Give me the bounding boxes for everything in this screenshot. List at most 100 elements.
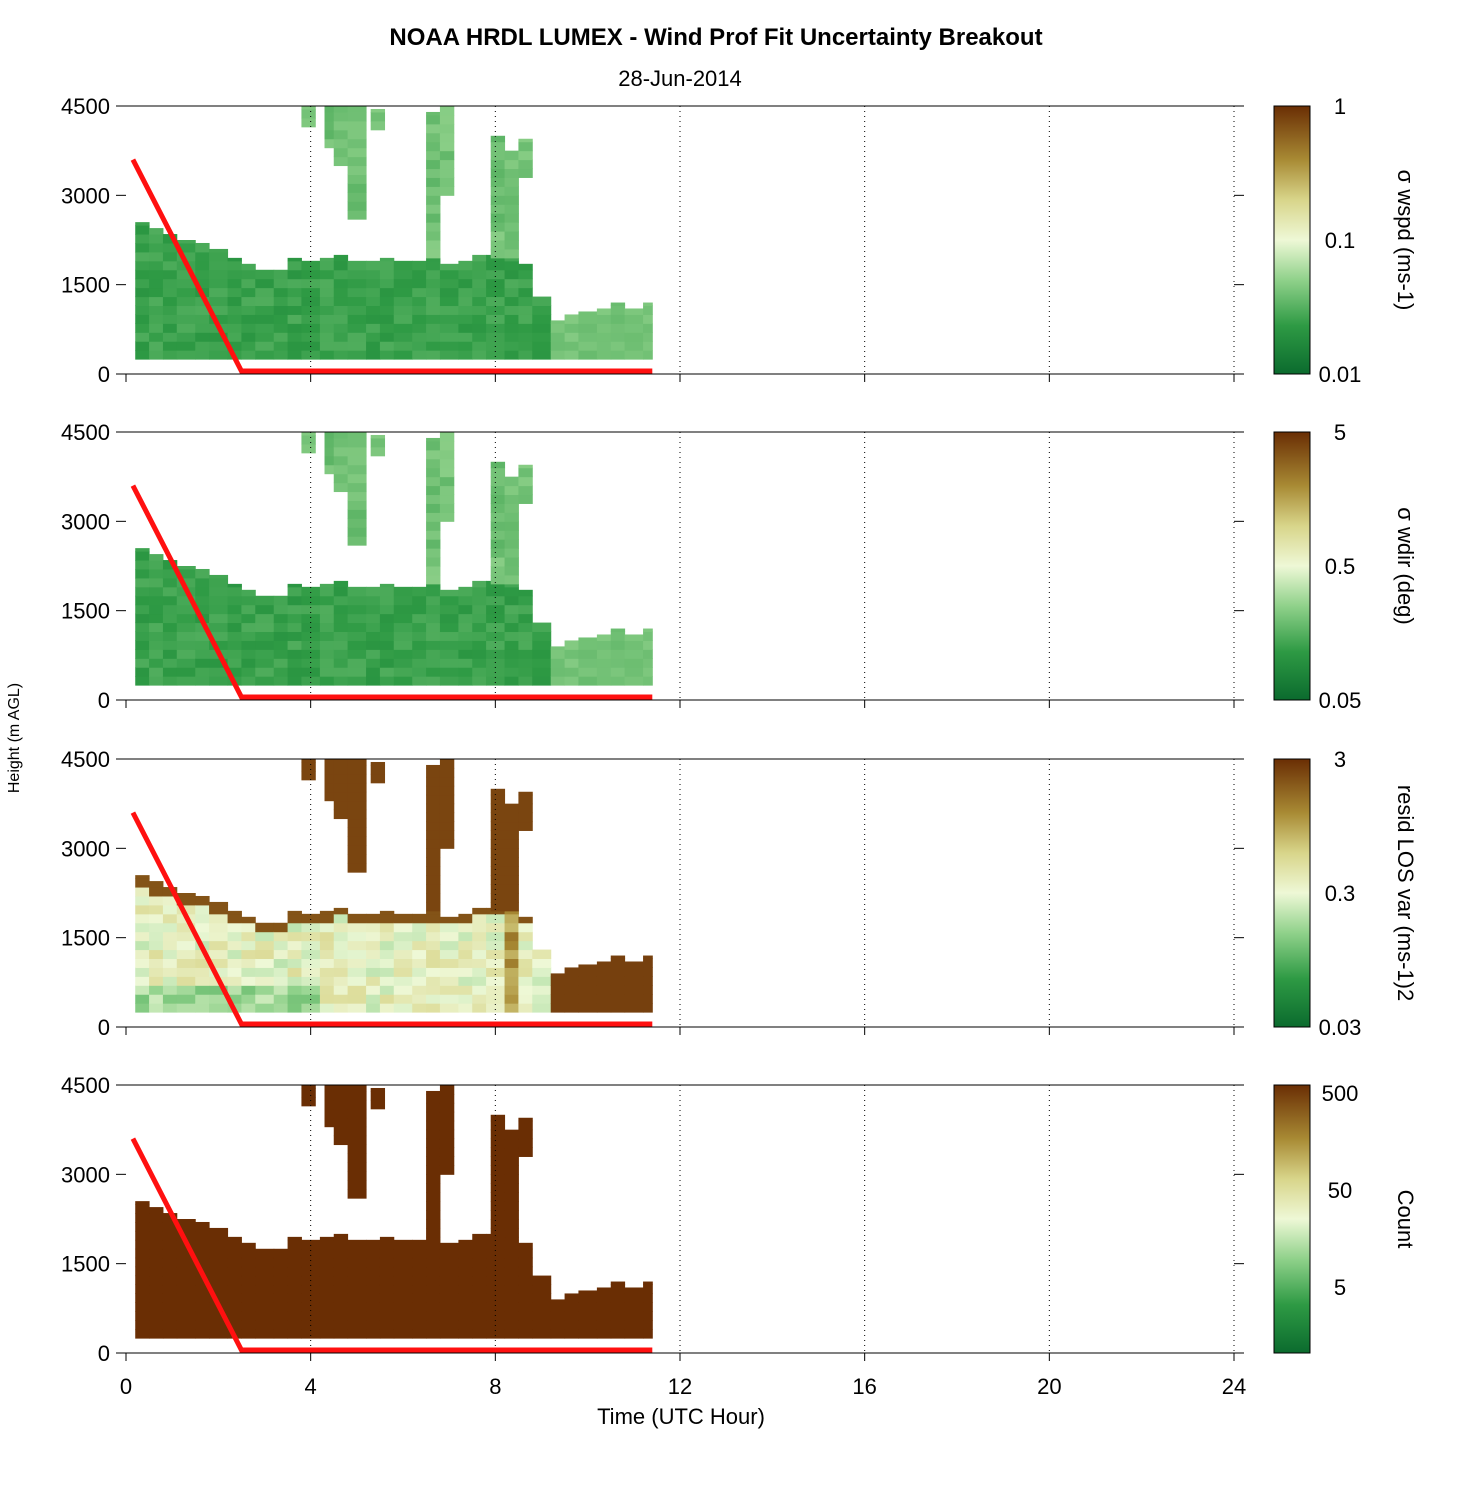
heatmap-cell [490,168,506,178]
heatmap-cell [426,776,441,787]
heatmap-cell [532,1293,552,1303]
heatmap-cell [504,159,519,170]
heatmap-cell [347,1099,367,1110]
heatmap-cell [176,976,196,986]
heatmap-cell [319,586,335,597]
heatmap-cell [532,1003,552,1013]
heatmap-cell [472,1003,487,1013]
heatmap-cell [458,1302,473,1312]
heatmap-cell [347,1117,367,1128]
heatmap-cell [472,332,487,342]
heatmap-cell [319,985,335,995]
heatmap-cell [333,350,349,360]
heatmap-cell [319,1275,335,1286]
heatmap-cell [227,1320,242,1330]
heatmap-cell [550,341,566,351]
heatmap-cell [149,1003,164,1013]
heatmap-cell [486,940,506,951]
heatmap-cell [426,512,441,522]
heatmap-cell [504,821,519,831]
heatmap-cell [610,967,626,977]
heatmap-cell [366,341,381,351]
heatmap-cell [490,821,506,831]
heatmap-cell [162,296,178,307]
heatmap-cell [176,1275,196,1286]
heatmap-cell [532,1320,552,1330]
heatmap-cell [439,994,459,1004]
heatmap-cell [333,147,349,158]
heatmap-cell [504,884,519,894]
heatmap-cell [426,1219,441,1229]
heatmap-cell [347,287,367,298]
heatmap-cell [472,580,487,588]
heatmap-cell [458,658,473,668]
heatmap-cell [439,314,459,324]
heatmap-cell [426,323,441,333]
heatmap-cell [135,640,150,650]
heatmap-cell [504,177,519,187]
heatmap-cell [241,658,256,668]
heatmap-cell [333,464,349,475]
heatmap-cell [347,985,367,995]
heatmap-cell [162,1257,178,1268]
heatmap-cell [426,910,441,915]
heatmap-cell [333,958,349,968]
heatmap-cell [333,1108,349,1119]
heatmap-cell [439,1266,459,1277]
heatmap-cell [532,949,552,960]
heatmap-cell [366,260,381,271]
heatmap-cell [149,1239,164,1250]
heatmap-cell [366,323,381,333]
heatmap-cell [301,278,321,289]
boundary-layer-line [130,1137,653,1353]
heatmap-cell [135,976,150,986]
heatmap-cell [518,1129,533,1140]
heatmap-cell [209,676,229,686]
heatmap-cell [287,323,302,333]
heatmap-cell [370,446,386,457]
heatmap-cell [149,242,164,253]
heatmap-cell [643,958,653,968]
heatmap-cell [287,583,302,588]
heatmap-cell [347,473,367,484]
heatmap-cell [370,437,386,448]
heatmap-cell [241,604,256,615]
heatmap-cell [149,287,164,298]
heatmap-cell [486,931,506,942]
heatmap-cell [610,332,626,342]
heatmap-cell [301,1329,321,1339]
heatmap-cell [426,222,441,232]
heatmap-cell [439,1302,459,1312]
heatmap-cell [458,985,473,995]
heatmap-cell [596,1302,612,1312]
heatmap-cell [426,676,441,686]
heatmap-cell [347,1239,367,1250]
heatmap-cell [209,1003,229,1013]
heatmap-cell [347,1180,367,1190]
heatmap-cell [624,350,644,360]
heatmap-cell [596,314,612,324]
heatmap-cell [227,931,242,942]
colorbar-tick-label: 50 [1328,1178,1352,1203]
heatmap-cell [504,857,519,867]
heatmap-cell [209,1266,229,1277]
heatmap-cell [412,269,427,280]
heatmap-cell [333,1126,349,1137]
heatmap-cell [227,260,242,271]
heatmap-cell [486,1311,506,1321]
heatmap-cell [195,577,210,588]
heatmap-cell [504,1210,519,1220]
heatmap-cell [379,913,395,924]
heatmap-cell [370,108,386,113]
heatmap-cell [273,631,289,641]
heatmap-cell [319,1293,335,1303]
heatmap-cell [532,649,552,659]
heatmap-cell [347,1153,367,1163]
heatmap-cell [241,949,256,960]
heatmap-cell [426,1003,441,1013]
heatmap-cell [643,640,653,650]
heatmap-cell [518,821,533,831]
heatmap-cell [176,595,196,606]
heatmap-cell [241,332,256,342]
heatmap-cell [532,976,552,986]
